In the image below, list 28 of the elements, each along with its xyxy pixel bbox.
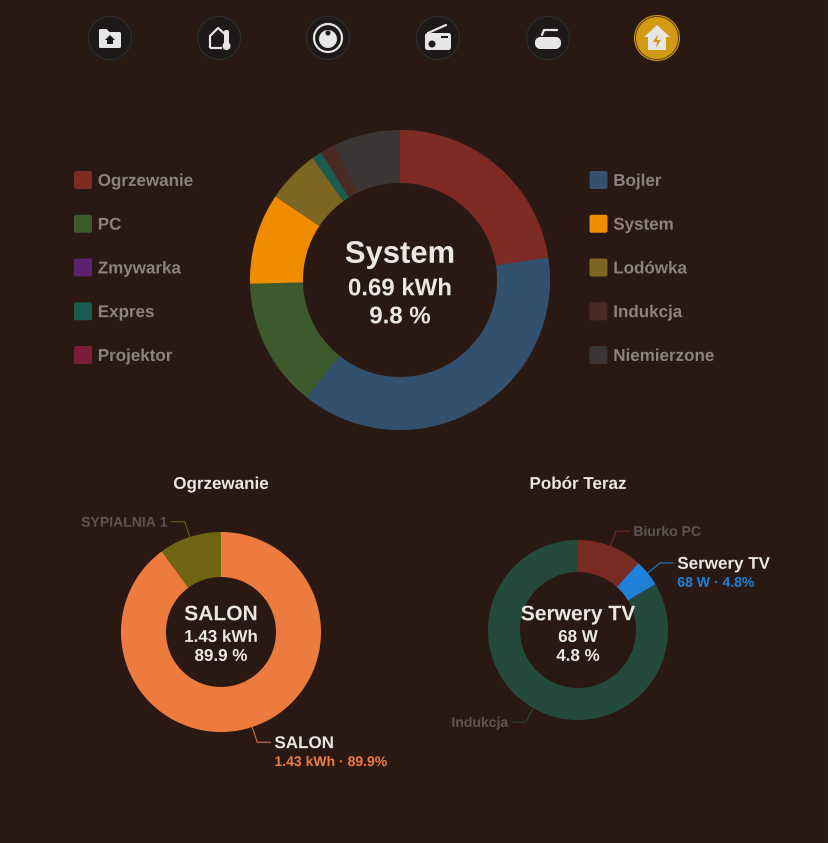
slice-label: SYPIALNIA 1 <box>82 516 168 527</box>
text: System <box>346 241 454 270</box>
slice-label: Indukcja <box>452 716 508 730</box>
text: 0.69 kWh <box>348 278 451 296</box>
legend-label: Zmywarka <box>98 261 182 277</box>
chart-title: Ogrzewanie <box>174 476 268 492</box>
text: 4.8 % <box>556 648 600 662</box>
slice-label: Biurko PC <box>634 526 701 536</box>
legend-label: PC <box>98 218 121 230</box>
chart-title: Pobór Teraz <box>530 476 626 490</box>
legend-label: System <box>614 218 673 234</box>
legend-label: Bojler <box>614 174 662 190</box>
legend-label: Expres <box>98 305 154 321</box>
legend-label: Indukcja <box>614 304 682 321</box>
legend-label: Niemierzone <box>614 348 714 362</box>
text: Serwery TV <box>521 606 636 625</box>
legend-label: Ogrzewanie <box>98 174 193 190</box>
data-label: 1.43 kWh · 89.9% <box>275 756 387 766</box>
text: 9.8 % <box>370 306 430 324</box>
legend-label: Lodówka <box>614 260 688 274</box>
text: 1.43 kWh <box>185 630 257 642</box>
text: 68 W <box>558 630 598 642</box>
slice-label: SALON <box>274 736 333 748</box>
slice-label: Serwery TV <box>678 556 770 572</box>
data-label: 68 W · 4.8% <box>678 577 754 587</box>
text: 89.9 % <box>195 648 247 662</box>
legend-label: Projektor <box>98 348 172 364</box>
text: SALON <box>184 606 256 620</box>
